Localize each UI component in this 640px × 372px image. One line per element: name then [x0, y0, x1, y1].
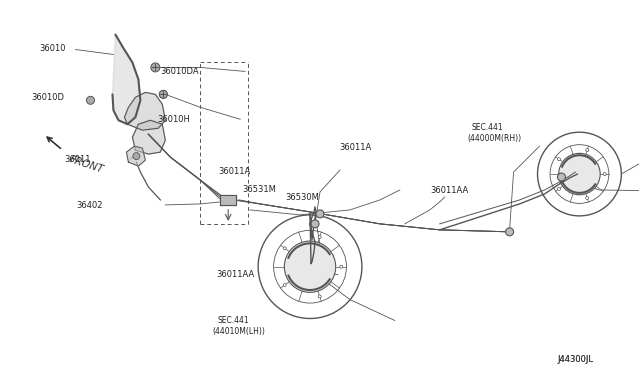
Text: SEC.441: SEC.441 — [218, 316, 250, 325]
Circle shape — [284, 283, 286, 286]
Circle shape — [311, 220, 319, 228]
Text: FRONT: FRONT — [68, 154, 106, 174]
Circle shape — [133, 153, 140, 160]
Text: (44010M(LH)): (44010M(LH)) — [212, 327, 266, 336]
Text: 36010: 36010 — [39, 44, 65, 53]
Circle shape — [604, 173, 606, 176]
Polygon shape — [132, 120, 165, 154]
Circle shape — [86, 96, 95, 104]
Circle shape — [285, 241, 335, 292]
Circle shape — [151, 63, 160, 72]
Circle shape — [152, 64, 159, 71]
Circle shape — [316, 210, 324, 218]
Text: 36011AA: 36011AA — [430, 186, 468, 195]
Polygon shape — [220, 195, 236, 205]
Text: 36011A: 36011A — [339, 142, 371, 151]
Circle shape — [318, 295, 321, 298]
Circle shape — [557, 187, 561, 190]
Text: 36010DA: 36010DA — [161, 67, 199, 76]
Circle shape — [340, 265, 343, 268]
Text: (44000M(RH)): (44000M(RH)) — [467, 134, 521, 143]
Text: 36531M: 36531M — [242, 185, 276, 194]
Circle shape — [586, 196, 589, 199]
Text: 36402: 36402 — [76, 201, 102, 210]
Circle shape — [586, 148, 589, 151]
Circle shape — [159, 90, 167, 98]
Circle shape — [159, 90, 167, 98]
Text: 36530M: 36530M — [285, 193, 319, 202]
Circle shape — [557, 158, 561, 161]
Text: 36011A: 36011A — [218, 167, 250, 176]
Circle shape — [557, 173, 566, 181]
Text: J44300JL: J44300JL — [557, 355, 593, 364]
Circle shape — [284, 247, 286, 250]
Text: 36011: 36011 — [65, 155, 91, 164]
Text: J44300JL: J44300JL — [557, 355, 593, 364]
Text: 36010H: 36010H — [157, 115, 190, 124]
Polygon shape — [113, 35, 140, 124]
Text: SEC.441: SEC.441 — [472, 123, 504, 132]
Circle shape — [506, 228, 513, 236]
Circle shape — [318, 235, 321, 238]
Polygon shape — [124, 92, 165, 130]
Polygon shape — [127, 146, 145, 166]
Circle shape — [559, 154, 600, 195]
Text: 36011AA: 36011AA — [216, 270, 255, 279]
Text: 36010D: 36010D — [31, 93, 65, 102]
